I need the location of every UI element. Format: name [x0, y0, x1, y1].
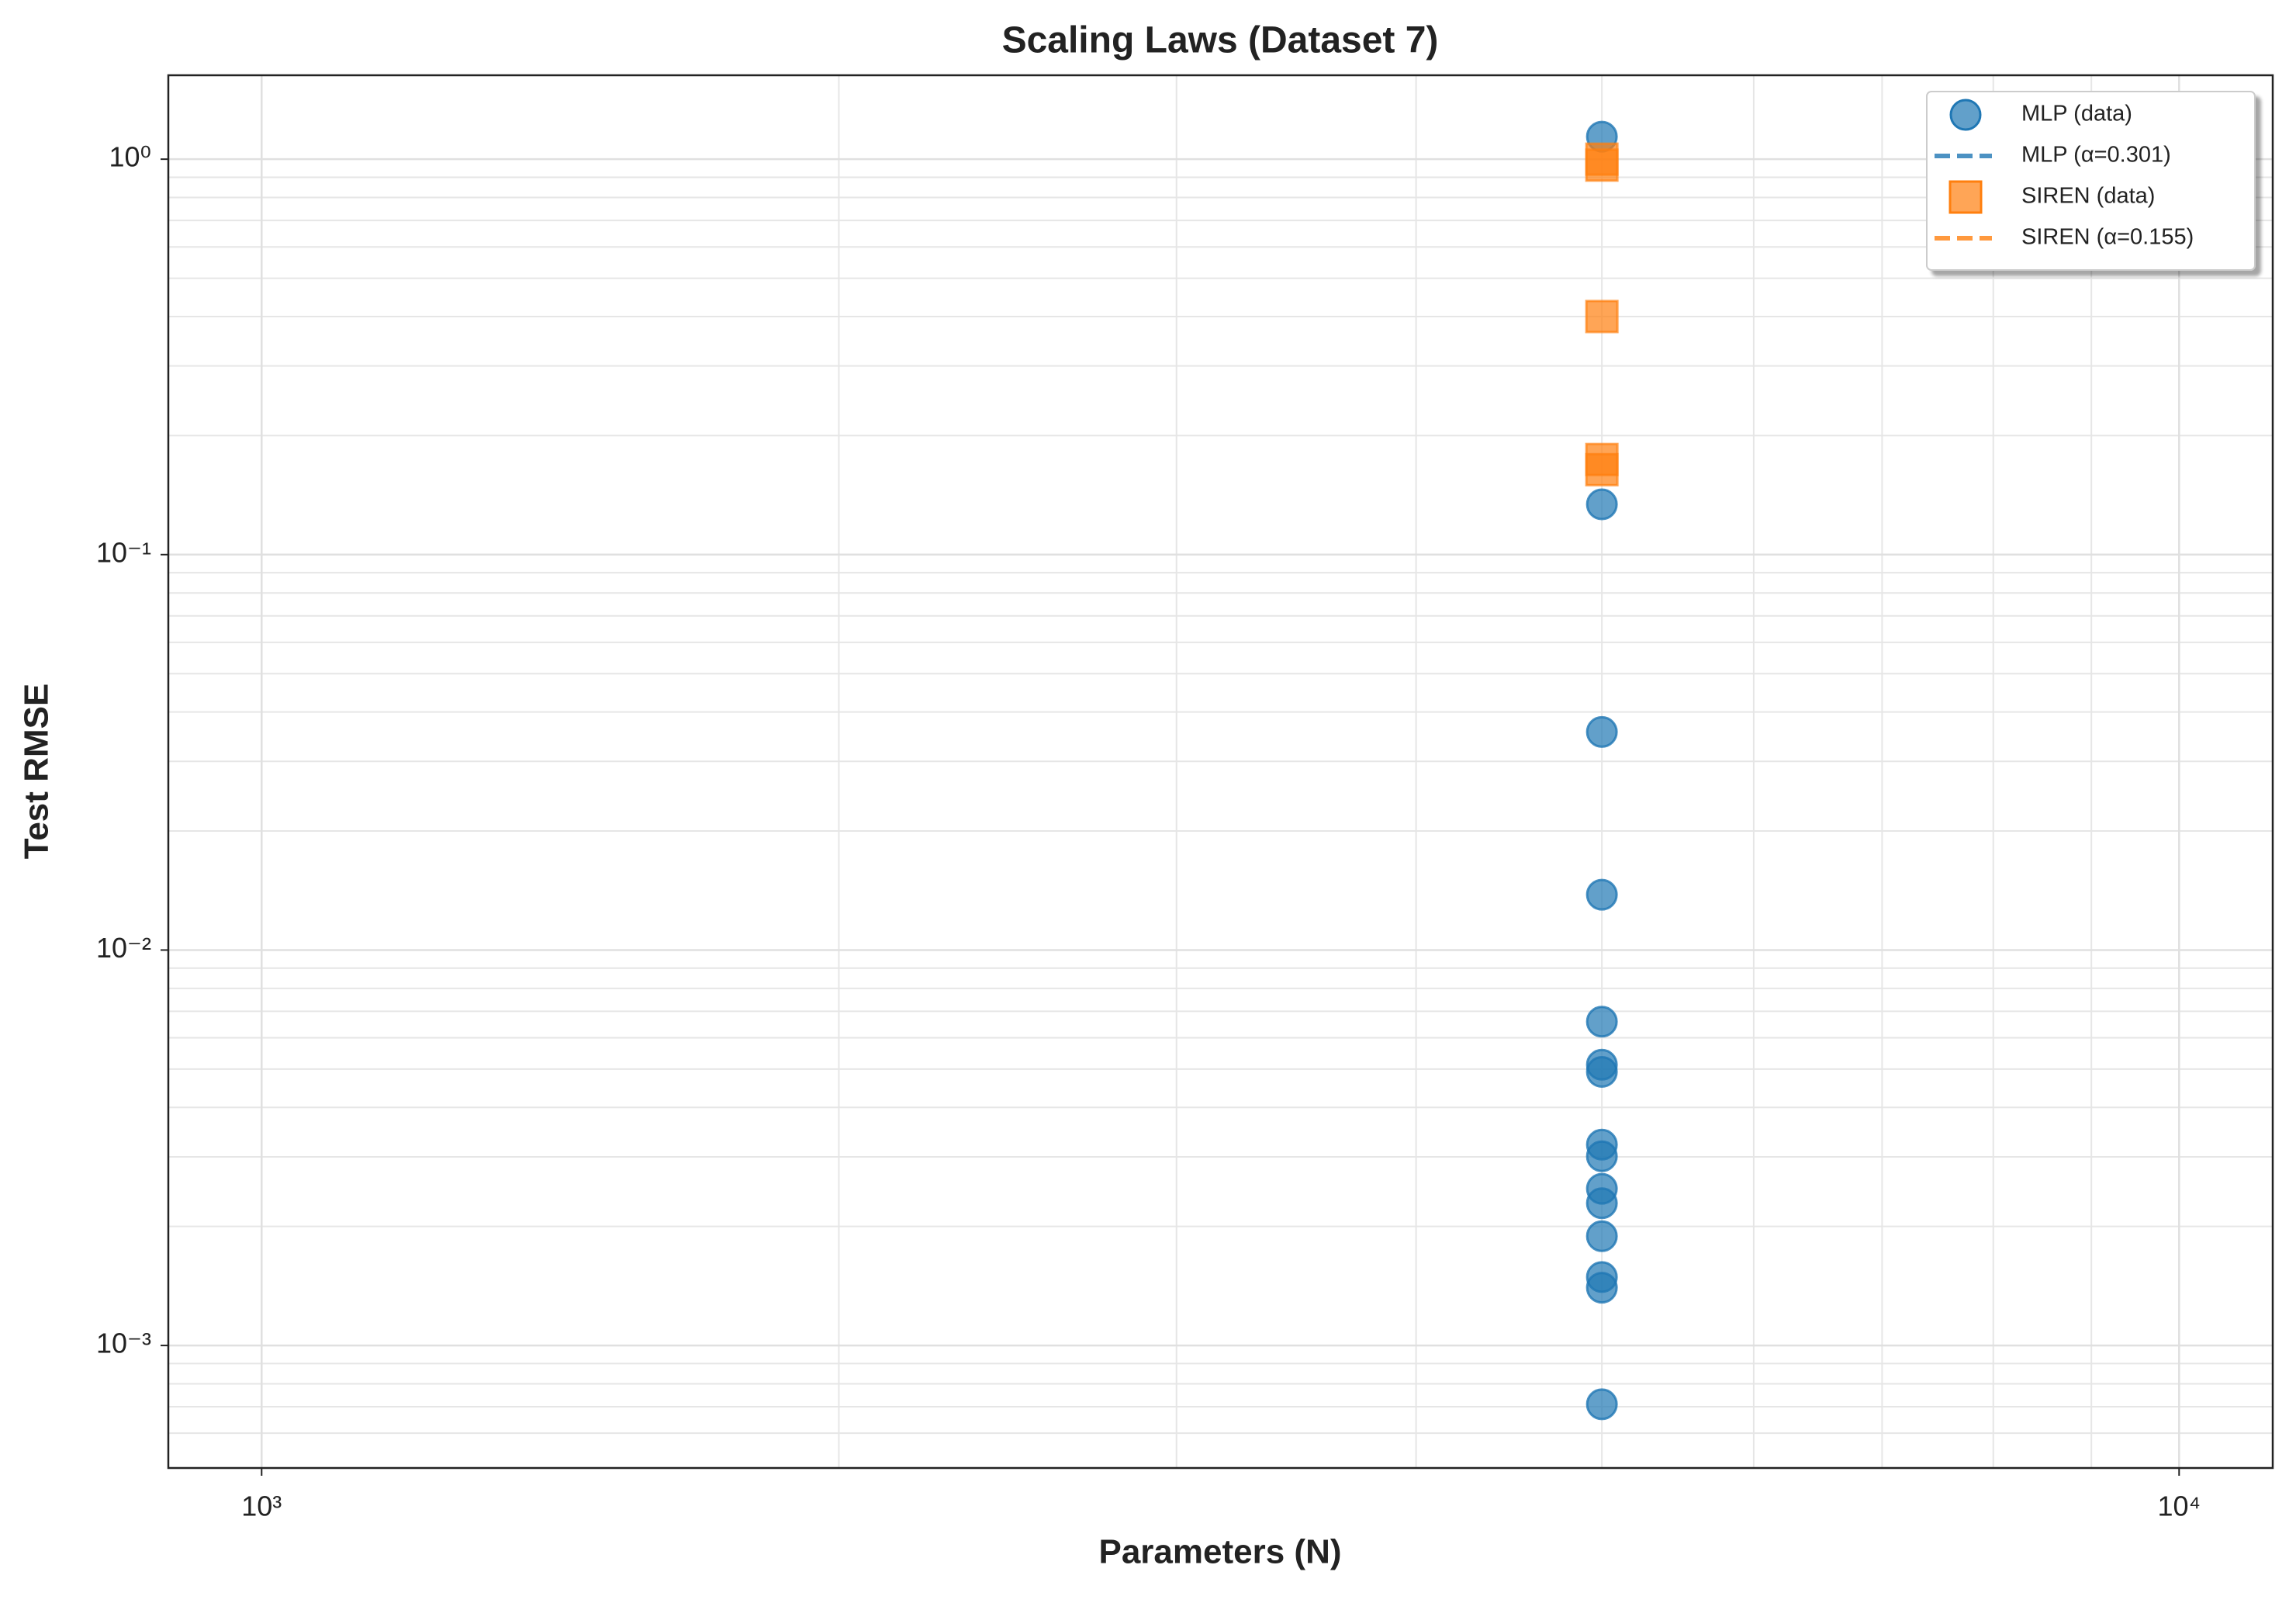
legend-marker	[1948, 180, 1983, 214]
y-tick-label: 10⁻¹	[96, 536, 151, 568]
point	[1585, 1220, 1618, 1252]
legend-marker	[1949, 99, 1982, 131]
legend-label: MLP (data)	[2021, 102, 2132, 126]
point	[1585, 148, 1619, 182]
legend-label: MLP (α=0.301)	[2021, 143, 2171, 168]
legend-label: SIREN (data)	[2021, 184, 2155, 209]
point	[1585, 488, 1618, 521]
y-tick-label: 10⁻²	[96, 932, 151, 964]
legend-box	[1926, 91, 2256, 271]
x-axis-label: Parameters (N)	[1098, 1533, 1341, 1571]
y-tick-label: 10⁻³	[96, 1328, 151, 1359]
point	[1585, 878, 1618, 911]
legend-label: SIREN (α=0.155)	[2021, 225, 2194, 250]
point	[1585, 1140, 1618, 1172]
point	[1585, 1006, 1618, 1038]
plot-frame	[167, 74, 2274, 1470]
y-tick-label: 10⁰	[109, 141, 151, 173]
point	[1585, 1055, 1618, 1088]
x-tick-label: 10⁴	[2158, 1490, 2201, 1522]
point	[1585, 1272, 1618, 1304]
x-tick-label: 10³	[241, 1490, 282, 1522]
y-axis-label: Test RMSE	[18, 684, 56, 860]
chart-title: Scaling Laws (Dataset 7)	[1002, 20, 1439, 61]
point	[1585, 1388, 1618, 1421]
legend: MLP (data) MLP (α=0.301) SIREN (data) SIREN…	[1926, 91, 2256, 271]
point	[1585, 299, 1619, 334]
point	[1585, 452, 1619, 486]
point	[1585, 715, 1618, 748]
point	[1585, 1187, 1618, 1220]
